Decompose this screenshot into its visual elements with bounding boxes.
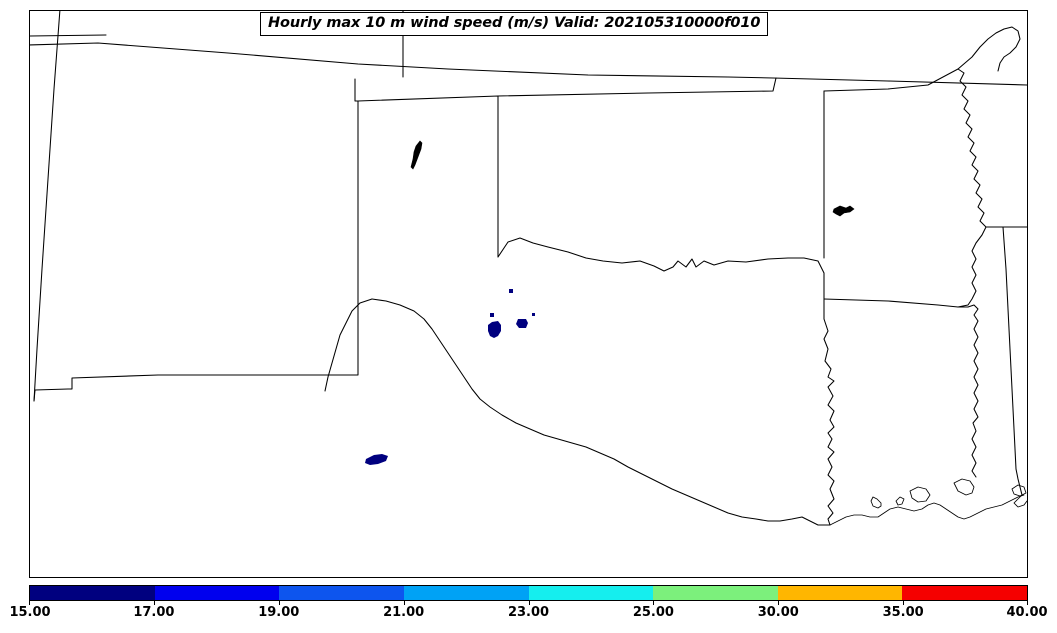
louisiana-coastline: [830, 495, 1024, 525]
colorbar-tick-label: 23.00: [507, 605, 550, 620]
contour-west-texas-speck-b: [532, 313, 536, 317]
colorbar-tickmark: [403, 601, 405, 605]
colorbar-segment-orange: [777, 586, 903, 600]
colorbar-segment-navy: [30, 586, 155, 600]
colorbar-tick-label: 17.00: [133, 605, 175, 620]
colorbar-tickmark: [278, 601, 280, 605]
arkansas-louisiana-line: [824, 299, 958, 307]
gulf-island-detail: [1012, 485, 1026, 496]
new-mexico-south-border: [34, 375, 158, 401]
colorbar-tickmark: [29, 601, 30, 605]
colorbar-tickmark: [778, 601, 780, 605]
oklahoma-panhandle-outline: [355, 79, 498, 257]
mississippi-louisiana-line: [958, 305, 978, 477]
colorbar-tick-label: 30.00: [757, 605, 799, 620]
colorbar-tickmark: [1027, 601, 1028, 605]
contour-arkansas-speck: [833, 206, 855, 217]
contour-oklahoma-panhandle-streak: [411, 140, 423, 170]
colorbar-tick-label: 15.00: [9, 605, 51, 620]
colorbar-segment-dodger-blue: [403, 586, 529, 600]
map-canvas: [29, 10, 1027, 577]
contour-west-texas-cluster-a: [488, 321, 502, 339]
contour-west-texas-point: [509, 289, 514, 294]
colorbar-tick-label: 21.00: [383, 605, 425, 620]
colorbar-segment-cyan: [528, 586, 654, 600]
colorbar-tickmark: [528, 601, 530, 605]
colorbar-tickmark: [153, 601, 155, 605]
colorbar-segment-red: [902, 586, 1027, 600]
colorbar-tick-label: 35.00: [882, 605, 924, 620]
alabama-mississippi-line: [1016, 469, 1022, 495]
colorbar-tickmark: [653, 601, 655, 605]
contour-west-texas-cluster-b: [516, 319, 529, 329]
colorbar-segment-light-green: [653, 586, 778, 600]
kansas-oklahoma-line: [773, 78, 1027, 85]
colorado-new-mexico-line: [29, 35, 106, 36]
arkansas-mississippi-river-line: [958, 69, 986, 307]
oklahoma-north-border: [498, 78, 776, 96]
louisiana-lake-detail: [871, 497, 881, 508]
wind-speed-contours: [365, 140, 855, 466]
mississippi-delta-detail: [954, 479, 974, 495]
map-panel: [29, 10, 1028, 578]
colorbar-tick-label: 40.00: [1006, 605, 1048, 620]
red-river-oklahoma-texas-line: [498, 238, 824, 319]
alabama-coast-detail: [1014, 495, 1027, 507]
colorbar-tick-label: 19.00: [258, 605, 300, 620]
missouri-arkansas-line: [824, 69, 958, 91]
colorado-kansas-north-line: [29, 43, 773, 78]
arizona-new-mexico-line: [34, 10, 60, 401]
colorbar-tickmark: [903, 601, 905, 605]
vermilion-bay-detail: [896, 497, 904, 505]
missouri-river-line: [958, 27, 1020, 71]
contour-south-texas-streak: [365, 454, 389, 466]
colorbar: [29, 585, 1028, 601]
colorbar-tick-axis: 15.00 17.00 19.00 21.00 23.00 25.00 30.00 35.00…: [9, 601, 1048, 629]
contour-west-texas-speck-a: [490, 313, 495, 318]
south-texas-coast-line: [325, 299, 372, 391]
plot-title: Hourly max 10 m wind speed (m/s) Valid: …: [260, 12, 769, 36]
colorbar-segment-blue: [154, 586, 280, 600]
mississippi-east-line: [1003, 227, 1016, 469]
atchafalaya-bay-detail: [910, 487, 930, 502]
colorbar-tick-label: 25.00: [632, 605, 674, 620]
new-mexico-texas-line: [158, 101, 358, 375]
texas-gulf-coastline: [372, 299, 830, 525]
texas-louisiana-line: [824, 319, 834, 525]
colorbar-segment-royal-blue: [279, 586, 404, 600]
colorbar-container: [29, 585, 1028, 601]
